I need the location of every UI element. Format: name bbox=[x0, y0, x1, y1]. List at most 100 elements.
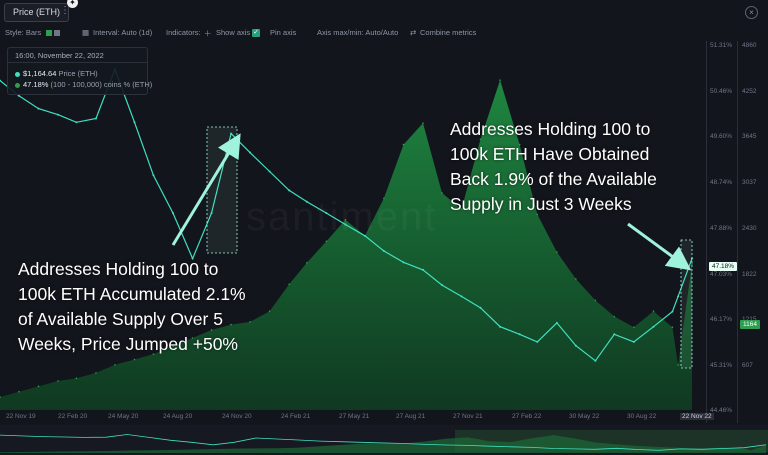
annotation-left: Addresses Holding 100 to 100k ETH Accumu… bbox=[18, 257, 308, 357]
price-data-point bbox=[172, 212, 174, 215]
axis-minmax-selector[interactable]: Axis max/min: Auto/Auto bbox=[317, 28, 399, 37]
supply-data-point bbox=[441, 192, 443, 194]
tooltip-supply-label: (100 - 100,000) coins % (ETH) bbox=[50, 80, 153, 89]
more-icon[interactable]: ⋮ bbox=[60, 5, 70, 16]
annotation-right-line: Supply in Just 3 Weeks bbox=[450, 194, 632, 214]
supply-data-point bbox=[594, 299, 597, 302]
style-selector[interactable]: Style: Bars bbox=[5, 28, 42, 37]
tooltip-supply-value: 47.18% bbox=[23, 80, 49, 89]
supply-area-series bbox=[0, 80, 692, 410]
add-indicator-icon[interactable]: ＋ bbox=[204, 29, 212, 38]
price-data-point bbox=[574, 344, 577, 347]
x-tick: 22 Feb 20 bbox=[58, 413, 88, 420]
supply-data-point bbox=[306, 262, 308, 264]
price-tick: 607 bbox=[742, 362, 753, 369]
interval-selector[interactable]: Interval: Auto (1d) bbox=[93, 28, 153, 37]
supply-tick: 47.88% bbox=[710, 225, 733, 232]
tooltip-supply-row: 47.18% (100 - 100,000) coins % (ETH) bbox=[15, 80, 152, 89]
supply-data-point bbox=[114, 364, 116, 366]
price-data-point bbox=[382, 249, 385, 252]
show-axis-toggle[interactable]: Show axis bbox=[216, 28, 251, 37]
indicators-selector[interactable]: Indicators: bbox=[166, 28, 201, 37]
current-supply-tag: 47.18% bbox=[709, 262, 738, 271]
tab-price-eth[interactable]: Price (ETH) bbox=[4, 3, 69, 22]
supply-data-point bbox=[479, 138, 482, 141]
tooltip-price-value: $1,164.64 bbox=[23, 69, 57, 78]
x-tick: 24 May 20 bbox=[108, 413, 139, 420]
pin-axis-toggle[interactable]: Pin axis bbox=[270, 28, 297, 37]
show-axis-checkbox[interactable]: ✓ bbox=[252, 28, 260, 38]
annotation-left-line: Weeks, Price Jumped +50% bbox=[18, 334, 238, 354]
x-tick: 24 Feb 21 bbox=[281, 413, 311, 420]
axis-divider-left bbox=[706, 41, 707, 423]
price-data-point bbox=[422, 268, 425, 271]
color-swatch-grey[interactable] bbox=[54, 30, 60, 37]
price-tick: 2430 bbox=[742, 225, 757, 232]
supply-data-point bbox=[344, 219, 347, 221]
price-data-point bbox=[57, 113, 60, 116]
supply-data-point bbox=[57, 380, 59, 382]
price-data-point bbox=[17, 94, 20, 97]
axis-divider-right bbox=[737, 41, 738, 423]
supply-data-point bbox=[0, 396, 1, 398]
price-data-point bbox=[402, 261, 405, 264]
price-data-point bbox=[652, 325, 655, 328]
data-tooltip: 16:00, November 22, 2022 $1,164.64 Price… bbox=[7, 47, 152, 95]
navigator-preview bbox=[0, 434, 767, 453]
chart-canvas[interactable] bbox=[0, 0, 768, 423]
check-icon: ✓ bbox=[252, 29, 260, 38]
supply-tick: 44.46% bbox=[710, 407, 733, 414]
price-data-point bbox=[363, 234, 366, 237]
price-data-point bbox=[518, 333, 521, 336]
x-tick: 22 Nov 19 bbox=[6, 413, 36, 420]
supply-tick: 51.31% bbox=[710, 42, 733, 49]
annotation-right-line: Addresses Holding 100 to bbox=[450, 119, 651, 139]
navigator-price-line bbox=[0, 434, 767, 451]
supply-data-point bbox=[652, 310, 655, 312]
supply-data-point bbox=[633, 326, 635, 329]
price-data-point bbox=[133, 121, 136, 124]
supply-data-point bbox=[95, 372, 97, 374]
price-data-point bbox=[325, 212, 328, 215]
supply-data-point bbox=[152, 353, 155, 355]
price-data-point bbox=[210, 212, 213, 215]
supply-data-point bbox=[210, 329, 213, 331]
supply-data-point bbox=[575, 278, 577, 280]
tooltip-divider bbox=[8, 62, 147, 63]
tooltip-price-row: $1,164.64 Price (ETH) bbox=[15, 69, 98, 78]
supply-data-point bbox=[671, 326, 674, 329]
supply-data-point bbox=[325, 240, 328, 243]
supply-data-point bbox=[691, 263, 693, 265]
price-data-point bbox=[94, 117, 97, 120]
price-data-point bbox=[37, 107, 40, 110]
x-tick: 27 Feb 22 bbox=[512, 413, 542, 420]
price-data-point bbox=[440, 284, 443, 287]
settings-icon[interactable]: ✦ bbox=[67, 0, 78, 8]
calendar-icon[interactable]: ▦ bbox=[82, 28, 90, 37]
supply-tick: 50.46% bbox=[710, 88, 733, 95]
color-swatch-green[interactable] bbox=[46, 30, 52, 37]
supply-data-point bbox=[499, 79, 501, 81]
price-tick: 4252 bbox=[742, 88, 757, 95]
x-tick: 30 Aug 22 bbox=[627, 413, 657, 420]
supply-data-point bbox=[288, 283, 290, 286]
close-icon[interactable]: × bbox=[745, 6, 758, 19]
color-swatches[interactable] bbox=[46, 28, 62, 37]
combine-metrics-button[interactable]: Combine metrics bbox=[420, 28, 477, 37]
annotation-right: Addresses Holding 100 to 100k ETH Have O… bbox=[450, 117, 705, 217]
supply-tick: 45.31% bbox=[710, 362, 733, 369]
supply-tick: 46.17% bbox=[710, 316, 733, 323]
price-data-point bbox=[671, 310, 674, 313]
annotation-left-line: Addresses Holding 100 to bbox=[18, 259, 219, 279]
price-data-point bbox=[460, 295, 463, 298]
x-tick: 24 Nov 20 bbox=[222, 413, 252, 420]
x-tick-current: 22 Nov 22 bbox=[680, 413, 714, 420]
combine-metrics-icon[interactable]: ⇄ bbox=[410, 28, 417, 37]
arrow-left bbox=[171, 133, 241, 246]
price-data-point bbox=[499, 325, 502, 328]
supply-tick: 48.74% bbox=[710, 179, 733, 186]
supply-data-point bbox=[249, 321, 251, 323]
x-tick: 27 Nov 21 bbox=[453, 413, 483, 420]
supply-data-point bbox=[18, 390, 20, 393]
supply-data-point bbox=[172, 345, 174, 347]
